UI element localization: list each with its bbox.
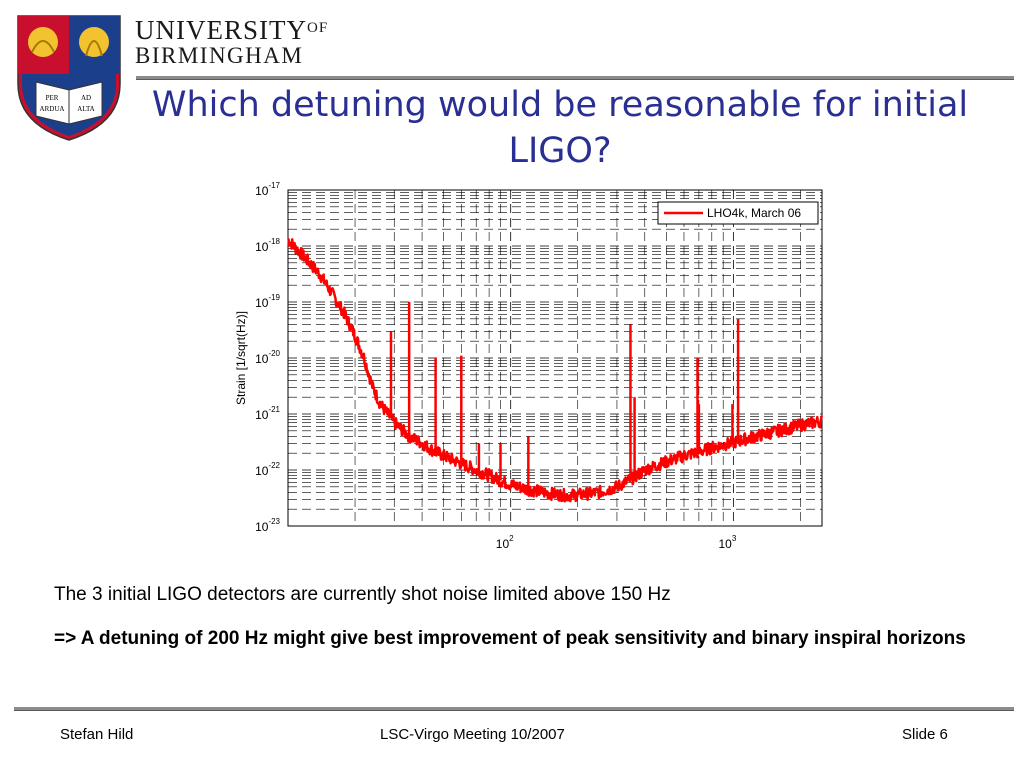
university-of: OF xyxy=(307,20,329,36)
university-line1: UNIVERSITY xyxy=(135,15,307,45)
university-name: UNIVERSITYOF BIRMINGHAM xyxy=(135,16,395,68)
crest-motto-3: AD xyxy=(81,94,91,102)
footer-author: Stefan Hild xyxy=(60,726,134,743)
body-text-1: The 3 initial LIGO detectors are current… xyxy=(54,584,671,605)
university-line2: BIRMINGHAM xyxy=(135,43,304,68)
grid-layer xyxy=(287,190,822,527)
y-tick-label: 10-17 xyxy=(255,181,280,198)
footer-slide-number: Slide 6 xyxy=(902,726,948,743)
footer-meeting: LSC-Virgo Meeting 10/2007 xyxy=(380,726,565,743)
crest-motto-2: ARDUA xyxy=(40,105,65,113)
y-tick-label: 10-19 xyxy=(255,293,280,310)
university-crest-logo: PER ARDUA AD ALTA xyxy=(17,15,121,141)
y-tick-label: 10-23 xyxy=(255,517,280,534)
header-divider xyxy=(136,76,1014,80)
y-tick-label: 10-20 xyxy=(255,349,280,366)
slide-title: Which detuning would be reasonable for i… xyxy=(151,85,969,171)
y-tick-label: 10-18 xyxy=(255,237,280,254)
crest-motto-4: ALTA xyxy=(77,105,94,113)
series-line-lho4k xyxy=(287,238,824,503)
x-tick-label: 102 xyxy=(496,534,514,551)
y-tick-labels: 10-17 10-18 10-19 10-20 10-21 10-22 10-23 xyxy=(255,181,280,534)
legend: LHO4k, March 06 xyxy=(657,201,819,225)
x-tick-label: 103 xyxy=(718,534,736,551)
x-tick-labels: 102 103 xyxy=(496,534,737,551)
y-tick-label: 10-21 xyxy=(255,405,280,422)
legend-label: LHO4k, March 06 xyxy=(707,206,801,220)
crest-motto-1: PER xyxy=(46,94,59,102)
body-text-2: => A detuning of 200 Hz might give best … xyxy=(54,628,966,649)
footer-divider xyxy=(14,707,1014,711)
spectral-lines-layer xyxy=(389,302,753,490)
y-axis-label: Strain [1/sqrt(Hz)] xyxy=(234,311,248,405)
y-tick-label: 10-22 xyxy=(255,461,280,478)
